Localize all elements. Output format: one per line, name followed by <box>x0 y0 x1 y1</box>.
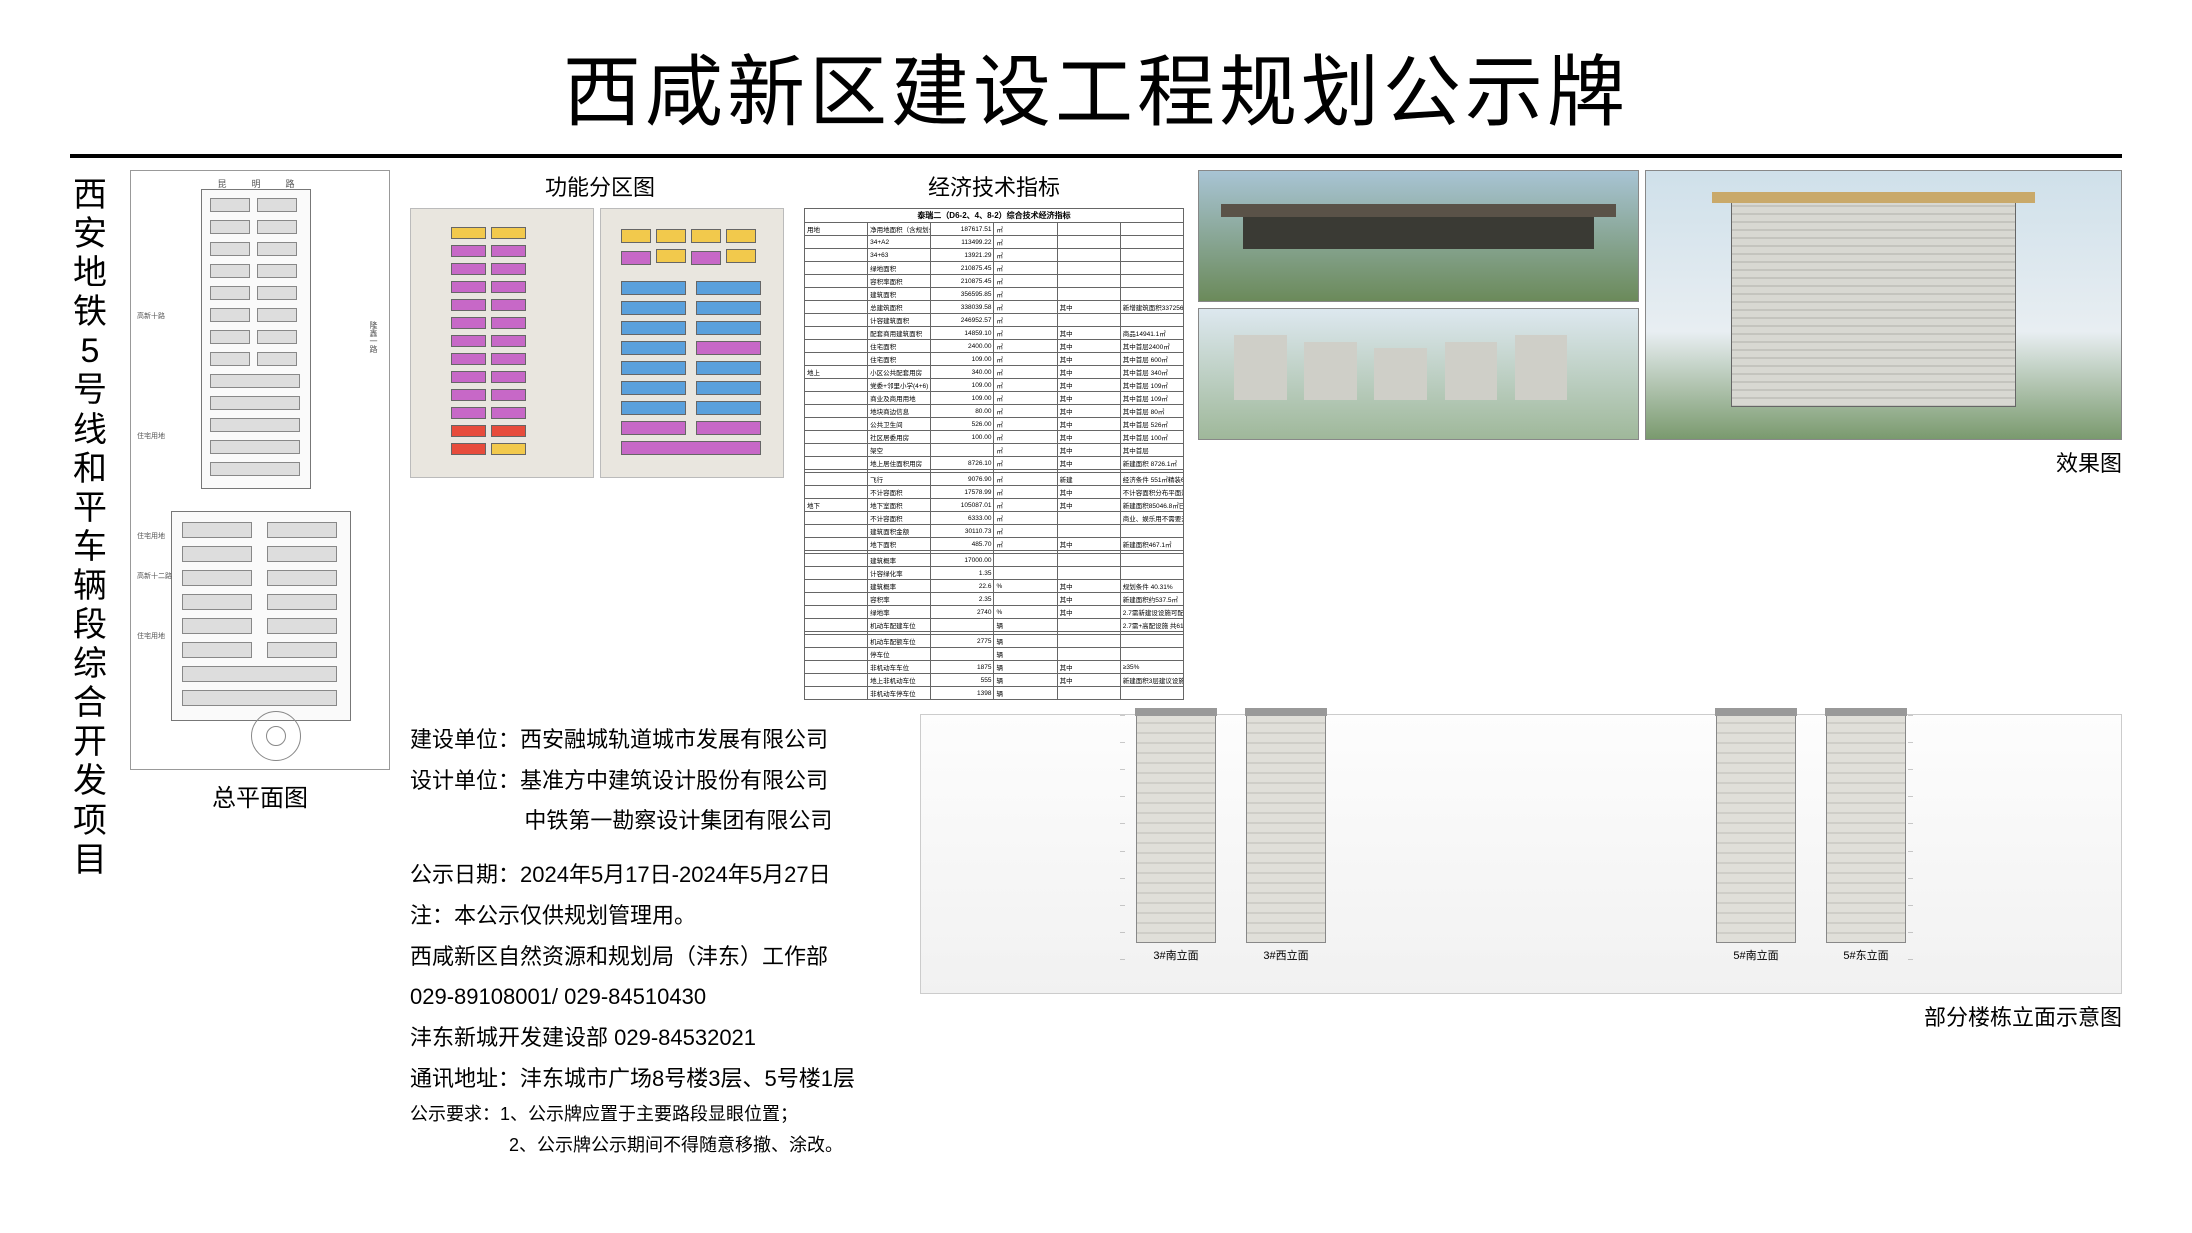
siteplan-caption: 总平面图 <box>212 778 308 813</box>
elevation-caption: 部分楼栋立面示意图 <box>1924 1000 2122 1032</box>
siteplan-column: 昆 明 路 <box>130 170 390 1161</box>
elev-label-3: 5#南立面 <box>1716 947 1796 963</box>
info-line: 029-89108001/ 029-84510430 <box>410 977 890 1018</box>
render-pavilion <box>1198 170 1639 302</box>
main-title: 西咸新区建设工程规划公示牌 <box>70 30 2122 142</box>
zoning-title: 功能分区图 <box>410 170 790 202</box>
info-line: 注：本公示仅供规划管理用。 <box>410 896 890 937</box>
info-requirement: 2、公示牌公示期间不得随意移撤、涂改。 <box>410 1130 890 1161</box>
elev-label-4: 5#东立面 <box>1826 947 1906 963</box>
siteplan-drawing: 昆 明 路 <box>130 170 390 770</box>
info-block: 建设单位：西安融城轨道城市发展有限公司设计单位：基准方中建筑设计股份有限公司中铁… <box>410 714 890 1161</box>
elev-label-1: 3#南立面 <box>1136 947 1216 963</box>
elev-tower-2 <box>1246 713 1326 943</box>
bottom-row: 建设单位：西安融城轨道城市发展有限公司设计单位：基准方中建筑设计股份有限公司中铁… <box>410 714 2122 1161</box>
info-line: 建设单位：西安融城轨道城市发展有限公司 <box>410 720 890 761</box>
info-requirement: 公示要求：1、公示牌应置于主要路段显眼位置； <box>410 1099 890 1130</box>
info-line: 沣东新城开发建设部 029-84532021 <box>410 1018 890 1059</box>
render-aerial <box>1198 308 1639 440</box>
info-line: 设计单位：基准方中建筑设计股份有限公司 <box>410 761 890 802</box>
render-tower <box>1645 170 2122 440</box>
right-column: 功能分区图 经济技术指标 泰瑞二（D6-2、4、8-2）综合技术经济指标 用地净… <box>410 170 2122 1161</box>
info-line: 通讯地址：沣东城市广场8号楼3层、5号楼1层 <box>410 1059 890 1100</box>
render-caption: 效果图 <box>1198 446 2122 478</box>
zoning-maps <box>410 208 790 478</box>
content-area: 西安地铁5号线和平车辆段综合开发项目 昆 明 路 <box>70 170 2122 1161</box>
zoning-column: 功能分区图 <box>410 170 790 700</box>
elevation-block: —————————— 3#南立面 3#西立面 5#南立面 <box>920 714 2122 1161</box>
zone-map-1 <box>410 208 594 478</box>
zone-map-2 <box>600 208 784 478</box>
info-line: 西咸新区自然资源和规划局（沣东）工作部 <box>410 937 890 978</box>
elevation-canvas: —————————— 3#南立面 3#西立面 5#南立面 <box>920 714 2122 994</box>
project-name-vertical: 西安地铁5号线和平车辆段综合开发项目 <box>70 170 110 1161</box>
elev-label-2: 3#西立面 <box>1246 947 1326 963</box>
info-line: 中铁第一勘察设计集团有限公司 <box>410 801 890 842</box>
elev-tower-1 <box>1136 713 1216 943</box>
elev-tower-4 <box>1826 713 1906 943</box>
info-line: 公示日期：2024年5月17日-2024年5月27日 <box>410 855 890 896</box>
econ-title: 经济技术指标 <box>804 170 1184 202</box>
render-column: 效果图 <box>1198 170 2122 700</box>
econ-table: 泰瑞二（D6-2、4、8-2）综合技术经济指标 用地净用地面积（含规划公园绿地 … <box>804 208 1184 700</box>
info-line <box>410 842 890 855</box>
top-row: 功能分区图 经济技术指标 泰瑞二（D6-2、4、8-2）综合技术经济指标 用地净… <box>410 170 2122 700</box>
divider <box>70 154 2122 158</box>
elev-tower-3 <box>1716 713 1796 943</box>
econ-column: 经济技术指标 泰瑞二（D6-2、4、8-2）综合技术经济指标 用地净用地面积（含… <box>804 170 1184 700</box>
econ-header: 泰瑞二（D6-2、4、8-2）综合技术经济指标 <box>805 209 1184 223</box>
render-images <box>1198 170 2122 440</box>
